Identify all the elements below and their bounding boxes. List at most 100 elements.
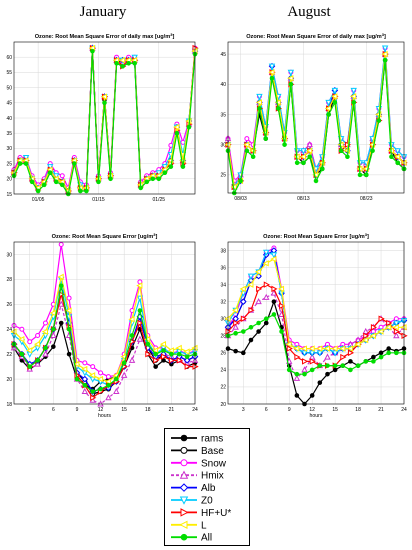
data-point	[332, 367, 338, 373]
data-point	[231, 306, 239, 314]
data-point	[128, 316, 135, 323]
legend-entry-all: All	[171, 533, 212, 544]
data-point	[271, 299, 277, 304]
data-point	[326, 112, 331, 117]
data-point	[184, 363, 191, 370]
data-point	[53, 179, 59, 185]
legend-label: rams	[201, 434, 223, 445]
data-point	[394, 153, 401, 160]
data-point	[332, 100, 338, 105]
data-point	[145, 341, 151, 347]
data-point	[145, 350, 152, 358]
data-point	[19, 351, 25, 357]
data-point	[393, 320, 400, 327]
legend-marker	[180, 459, 188, 467]
data-point	[120, 64, 125, 69]
y-tick-label: 18	[6, 402, 12, 408]
data-point	[121, 360, 127, 366]
data-point	[96, 375, 104, 383]
y-tick-label: 30	[220, 142, 226, 148]
x-tick-label: 24	[401, 407, 407, 413]
series-all	[11, 283, 198, 394]
legend-entry-alb: Alb	[171, 483, 216, 494]
data-point	[168, 164, 174, 169]
data-point	[323, 345, 330, 352]
data-point	[270, 252, 278, 259]
data-point	[18, 335, 25, 343]
data-point	[243, 141, 250, 148]
y-tick-label: 30	[6, 252, 12, 258]
data-point	[23, 161, 29, 166]
data-point	[319, 166, 325, 172]
x-tick-label: 3	[28, 407, 31, 413]
data-point	[271, 312, 277, 317]
data-point	[137, 319, 144, 327]
data-point	[263, 136, 269, 141]
data-point	[393, 328, 401, 335]
x-tick-label: 24	[192, 407, 198, 413]
data-point	[168, 357, 176, 364]
data-point	[132, 60, 137, 66]
data-point	[248, 324, 254, 330]
data-point	[394, 148, 401, 155]
data-point	[42, 350, 49, 357]
data-point	[382, 57, 388, 63]
data-point	[136, 282, 143, 289]
data-point	[257, 106, 262, 111]
data-point	[317, 380, 323, 385]
data-point	[89, 372, 96, 379]
data-point	[100, 93, 107, 100]
data-point	[244, 148, 250, 154]
data-point	[301, 160, 306, 166]
y-tick-label: 25	[6, 161, 12, 167]
data-point	[233, 330, 238, 336]
data-point	[351, 100, 357, 105]
chart-2: Ozone: Root Mean Square Error of daily m…	[220, 32, 408, 202]
x-tick-label: 12	[309, 407, 315, 413]
data-point	[363, 359, 369, 364]
data-point	[381, 50, 388, 58]
data-point	[308, 353, 316, 360]
legend-label: HF+U*	[201, 508, 231, 519]
data-point	[84, 188, 89, 194]
data-point	[156, 176, 162, 182]
y-tick-label: 20	[6, 377, 12, 383]
data-point	[137, 308, 143, 313]
series-all	[11, 48, 198, 197]
y-tick-label: 35	[220, 112, 226, 118]
data-point	[66, 326, 72, 332]
data-point	[340, 363, 346, 368]
data-point	[312, 171, 319, 179]
chart-4: Ozone: Root Mean Square Error [ug/m3] 20 2…	[220, 232, 408, 419]
data-point	[362, 327, 369, 335]
data-point	[256, 285, 263, 293]
data-point	[43, 345, 48, 351]
y-tick-label: 20	[6, 177, 12, 183]
data-point	[104, 378, 111, 385]
data-point	[42, 320, 48, 326]
x-tick-label: 9	[76, 407, 79, 413]
data-point	[313, 178, 319, 184]
x-tick-label: 18	[355, 407, 361, 413]
plot-title: Ozone: Root Mean Square Error of daily m…	[35, 32, 175, 40]
data-point	[176, 351, 182, 357]
series-all	[225, 57, 407, 196]
y-tick-label: 45	[6, 101, 12, 107]
plot-frame	[13, 41, 196, 195]
data-point	[346, 345, 353, 352]
data-point	[126, 60, 131, 66]
data-point	[49, 309, 56, 317]
legend-label: Alb	[201, 483, 216, 494]
data-point	[51, 344, 56, 349]
data-point	[59, 173, 65, 179]
data-point	[294, 393, 300, 398]
data-point	[238, 178, 243, 184]
data-point	[306, 140, 313, 148]
y-tick-label: 38	[220, 248, 226, 254]
x-tick-label: 01/25	[153, 197, 166, 203]
data-point	[371, 354, 376, 360]
y-tick-label: 45	[220, 52, 226, 58]
y-tick-label: 30	[220, 317, 226, 323]
data-point	[153, 364, 158, 369]
data-point	[153, 357, 160, 364]
